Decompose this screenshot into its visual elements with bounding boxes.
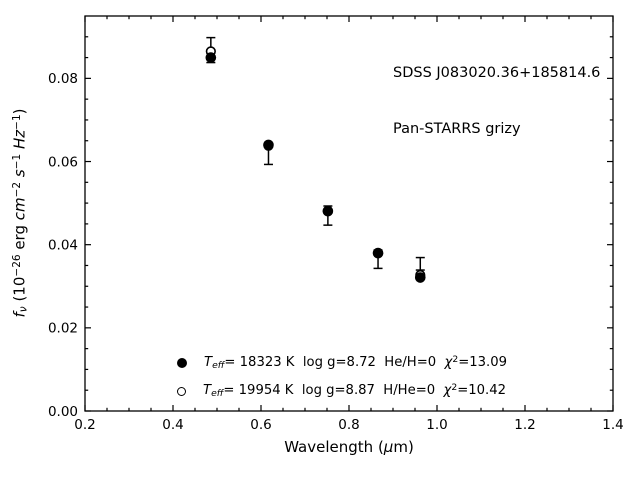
model-point-filled bbox=[414, 272, 426, 283]
y-tick-label: 0.06 bbox=[48, 154, 78, 170]
x-tick-label: 0.2 bbox=[74, 417, 95, 433]
model-point-filled bbox=[205, 52, 217, 63]
y-tick-label: 0.08 bbox=[48, 71, 78, 87]
annotation-survey-bands: Pan-STARRS grizy bbox=[393, 120, 521, 137]
x-tick-label: 1.0 bbox=[426, 417, 447, 433]
legend-entry-model-1: Teff= 18323 K log g=8.72 He/H=0 χ2=13.09 bbox=[177, 353, 507, 373]
x-tick-label: 0.4 bbox=[162, 417, 183, 433]
y-tick-label: 0.02 bbox=[48, 321, 78, 337]
y-tick-label: 0.04 bbox=[48, 237, 78, 253]
x-tick-label: 0.6 bbox=[250, 417, 271, 433]
legend-label-model-2: Teff= 19954 K log g=8.87 H/He=0 χ2=10.42 bbox=[203, 382, 507, 400]
x-axis-label: Wavelength (μm) bbox=[284, 438, 414, 456]
model-point-filled bbox=[322, 205, 334, 217]
y-axis-label: fν (10−26 erg cm−2 s−1 Hz−1) bbox=[10, 108, 30, 318]
legend-entry-model-2: Teff= 19954 K log g=8.87 H/He=0 χ2=10.42 bbox=[177, 381, 507, 401]
filled-circle-marker-icon bbox=[177, 358, 187, 368]
legend-label-model-1: Teff= 18323 K log g=8.72 He/H=0 χ2=13.09 bbox=[204, 354, 508, 372]
legend: Teff= 18323 K log g=8.72 He/H=0 χ2=13.09… bbox=[177, 353, 507, 409]
x-tick-label: 1.4 bbox=[602, 417, 623, 433]
annotation-object-name: SDSS J083020.36+185814.6 bbox=[393, 65, 601, 81]
model-point-filled bbox=[263, 139, 274, 151]
y-tick-label: 0.00 bbox=[48, 404, 78, 420]
x-tick-label: 1.2 bbox=[514, 417, 535, 433]
x-tick-label: 0.8 bbox=[338, 417, 359, 433]
open-circle-marker-icon bbox=[177, 386, 186, 396]
source-annotation: SDSS J083020.36+185814.6 Pan-STARRS griz… bbox=[393, 27, 600, 175]
model-point-filled bbox=[372, 247, 384, 259]
